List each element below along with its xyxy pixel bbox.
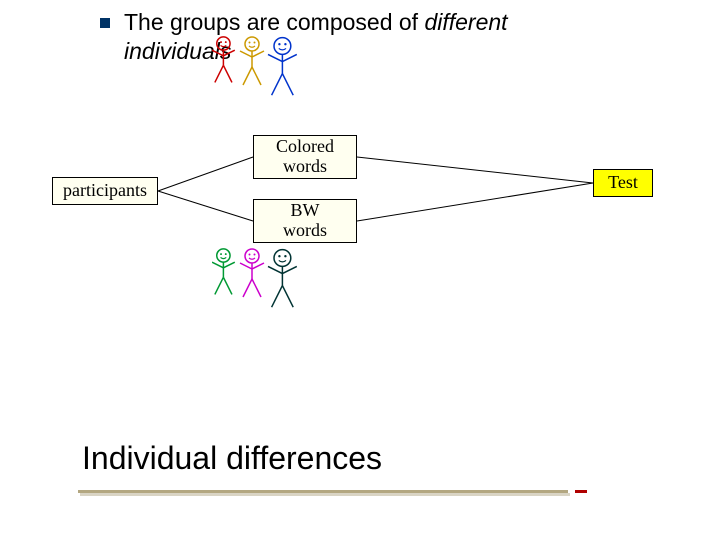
accent-bar-main xyxy=(78,490,568,493)
box-participants: participants xyxy=(52,177,158,205)
bullet-line1b: different xyxy=(424,9,507,35)
bullet-line1a: The groups are composed of xyxy=(124,9,424,35)
stick-figures-top-icon xyxy=(212,34,302,106)
box-test: Test xyxy=(593,169,653,197)
accent-bar-shadow xyxy=(80,493,570,496)
bullet-text: The groups are composed of different ind… xyxy=(124,8,508,66)
bullet-square-icon xyxy=(100,18,110,28)
box-test-label: Test xyxy=(594,173,652,193)
slide: The groups are composed of different ind… xyxy=(0,0,720,540)
accent-bar-right xyxy=(575,490,587,493)
box-colored-words: Colored words xyxy=(253,135,357,179)
box-participants-label: participants xyxy=(53,181,157,201)
box-bw-line2: words xyxy=(254,221,356,241)
stick-figures-bottom-icon xyxy=(212,246,302,318)
slide-title: Individual differences xyxy=(82,440,382,477)
box-bw-line1: BW xyxy=(254,201,356,221)
box-colored-line1: Colored xyxy=(254,137,356,157)
box-bw-words: BW words xyxy=(253,199,357,243)
box-colored-line2: words xyxy=(254,157,356,177)
